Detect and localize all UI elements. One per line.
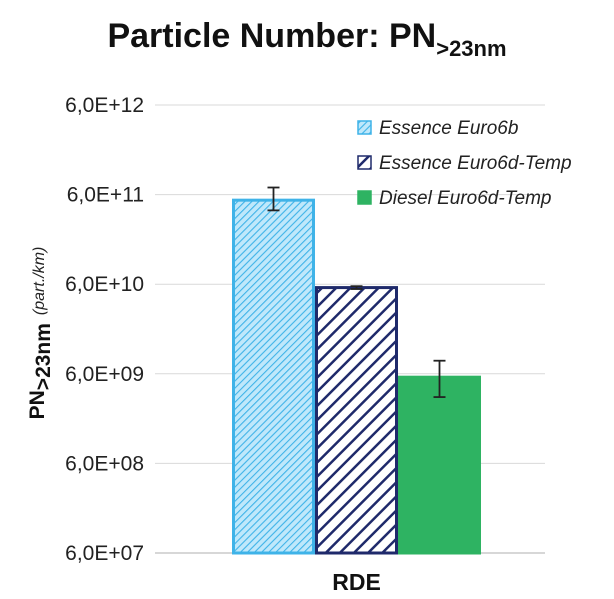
category-labels: RDE: [332, 569, 381, 595]
y-tick-label: 6,0E+07: [65, 542, 144, 565]
y-axis-label-unit: (part./km): [31, 247, 48, 315]
bar: [315, 286, 398, 555]
legend-swatch: [357, 155, 372, 170]
bar: [232, 198, 315, 555]
chart-title-subscript: >23nm: [436, 36, 506, 61]
y-tick-label: 6,0E+08: [65, 452, 144, 475]
y-tick-label: 6,0E+09: [65, 363, 144, 386]
y-axis-label-subscript: >23nm: [32, 323, 55, 390]
chart-title: Particle Number: PN>23nm: [107, 17, 506, 61]
legend-entry: Essence Euro6d-Temp: [379, 153, 572, 174]
y-tick-label: 6,0E+10: [65, 273, 144, 296]
error-bars: [267, 186, 446, 398]
y-axis-label: PN>23nm(part./km): [26, 247, 55, 420]
y-tick-label: 6,0E+12: [65, 94, 144, 117]
bar: [398, 375, 481, 555]
bars: [232, 198, 481, 555]
y-tick-label: 6,0E+11: [67, 184, 144, 207]
legend-swatch: [357, 120, 372, 135]
legend-swatch: [357, 190, 372, 205]
legend: Essence Euro6b Essence Euro6d-Temp Diesel …: [357, 118, 572, 209]
legend-entry: Diesel Euro6d-Temp: [379, 188, 552, 209]
category-label: RDE: [332, 569, 381, 595]
y-tick-labels: 6,0E+12 6,0E+11 6,0E+10 6,0E+09 6,0E+08 6,0E+…: [65, 94, 144, 565]
legend-entry: Essence Euro6b: [379, 118, 518, 139]
